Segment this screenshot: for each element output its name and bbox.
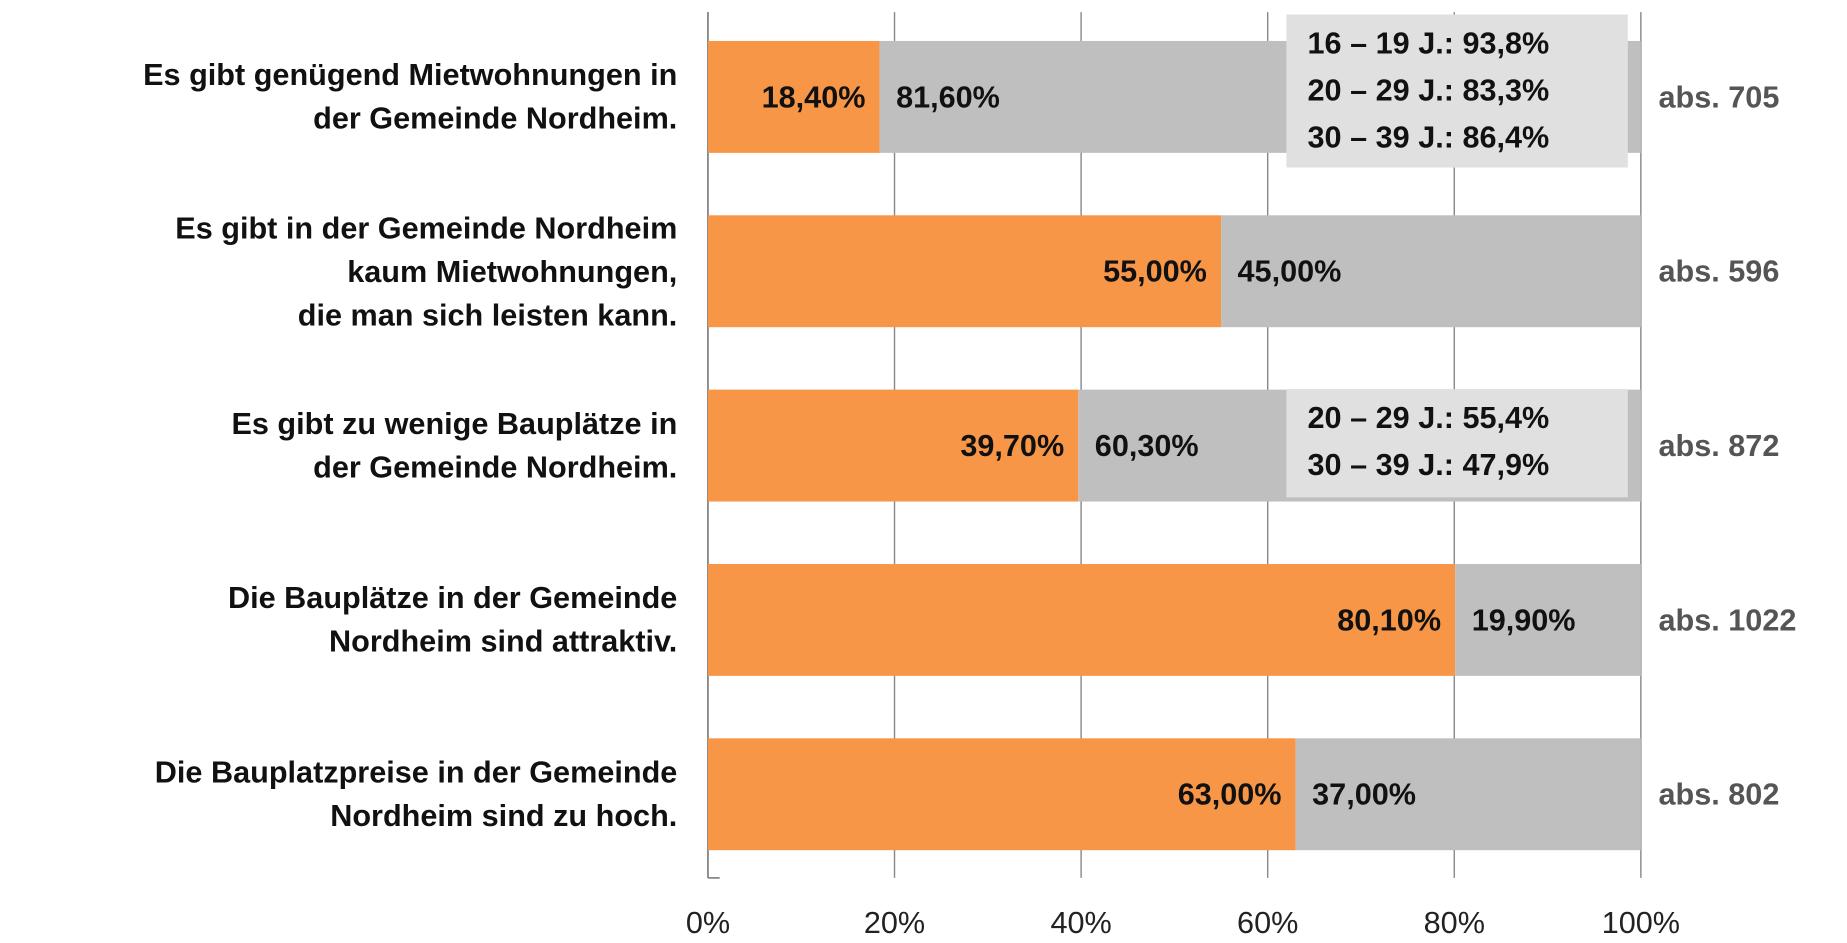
category-text: Es gibt genügend Mietwohnungen in der Ge… (143, 56, 678, 136)
category-label: Es gibt in der Gemeinde Nordheim kaum Mi… (175, 209, 678, 332)
bar-segment (1455, 563, 1641, 676)
value-label: 18,40% (762, 80, 866, 114)
annotation: 16 – 19 J.: 93,8% 20 – 29 J.: 83,3% 30 – 3… (1286, 14, 1628, 168)
bar-segment (707, 215, 1222, 328)
category-label: Es gibt genügend Mietwohnungen in der Ge… (143, 56, 678, 136)
annotation-line: 30 – 39 J.: 86,4% (1307, 119, 1550, 155)
value-label: 19,90% (1472, 603, 1576, 637)
annotation-line: 16 – 19 J.: 93,8% (1307, 25, 1550, 61)
category-text: Die Bauplatzpreise in der Gemeinde Nordh… (154, 754, 678, 834)
category-label: Die Bauplatzpreise in der Gemeinde Nordh… (154, 754, 678, 834)
value-label: 37,00% (1312, 778, 1416, 812)
x-tick-label: 0% (686, 906, 730, 940)
category-text: Die Bauplätze in der Gemeinde Nordheim s… (228, 579, 678, 659)
value-label: 55,00% (1103, 255, 1207, 289)
bar-segment (707, 738, 1296, 851)
annotation-line: 20 – 29 J.: 83,3% (1307, 72, 1550, 108)
x-tick-label: 80% (1424, 906, 1485, 940)
total-label: abs. 705 (1659, 80, 1780, 114)
annotation-line: 20 – 29 J.: 55,4% (1307, 399, 1550, 435)
value-label: 81,60% (896, 80, 1000, 114)
bar-segment (1221, 215, 1641, 328)
category-text: Es gibt zu wenige Bauplätze in der Gemei… (231, 405, 678, 485)
total-label: abs. 802 (1659, 778, 1780, 812)
x-tick-label: 100% (1602, 906, 1680, 940)
category-label: Die Bauplätze in der Gemeinde Nordheim s… (228, 579, 678, 659)
bar-segment (707, 40, 880, 153)
annotation: 20 – 29 J.: 55,4% 30 – 39 J.: 47,9% (1286, 389, 1628, 498)
total-label: abs. 872 (1659, 429, 1780, 463)
x-tick-label: 60% (1237, 906, 1298, 940)
value-label: 80,10% (1337, 603, 1441, 637)
value-label: 63,00% (1178, 778, 1282, 812)
category-label: Es gibt zu wenige Bauplätze in der Gemei… (231, 405, 678, 485)
total-label: abs. 596 (1659, 255, 1780, 289)
total-label: abs. 1022 (1659, 603, 1797, 637)
category-text: Es gibt in der Gemeinde Nordheim kaum Mi… (175, 209, 678, 332)
annotation-box: 16 – 19 J.: 93,8% 20 – 29 J.: 83,3% 30 – 3… (1286, 14, 1628, 168)
x-tick-label: 20% (864, 906, 925, 940)
bar-segment (707, 389, 1079, 502)
bar-segment (707, 563, 1456, 676)
annotation-line: 30 – 39 J.: 47,9% (1307, 446, 1550, 483)
value-label: 39,70% (960, 429, 1064, 463)
value-label: 60,30% (1095, 429, 1199, 463)
bar-segment (1295, 738, 1641, 851)
annotation-box: 20 – 29 J.: 55,4% 30 – 39 J.: 47,9% (1286, 389, 1628, 498)
value-label: 45,00% (1238, 255, 1342, 289)
x-tick-label: 40% (1050, 906, 1111, 940)
